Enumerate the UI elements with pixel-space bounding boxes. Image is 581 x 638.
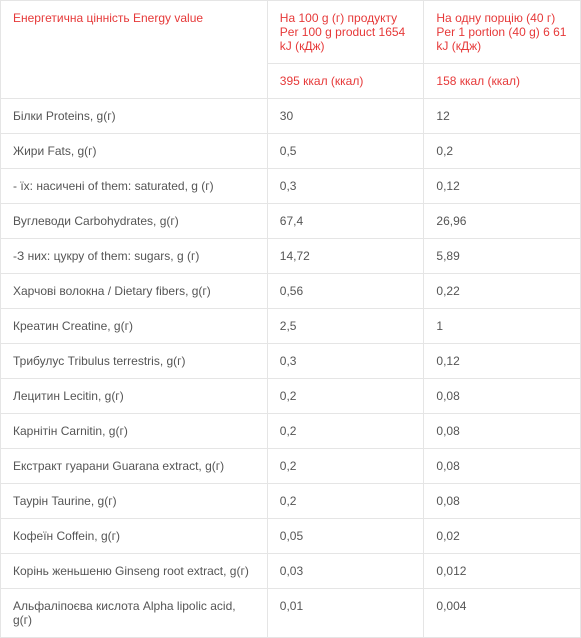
value-per-100g: 0,2 bbox=[267, 484, 424, 519]
nutrient-label: - їх: насичені of them: saturated, g (г) bbox=[1, 169, 268, 204]
value-per-portion: 12 bbox=[424, 99, 581, 134]
nutrient-label: Трибулус Tribulus terrestris, g(г) bbox=[1, 344, 268, 379]
nutrient-label: Альфаліпоєва кислота Alpha lipolic acid,… bbox=[1, 589, 268, 638]
table-row: Карнітін Carnitin, g(г)0,20,08 bbox=[1, 414, 581, 449]
table-row: Харчові волокна / Dietary fibers, g(г)0,… bbox=[1, 274, 581, 309]
value-per-100g: 0,03 bbox=[267, 554, 424, 589]
table-row: Жири Fats, g(г)0,50,2 bbox=[1, 134, 581, 169]
value-per-portion: 1 bbox=[424, 309, 581, 344]
value-per-100g: 0,2 bbox=[267, 379, 424, 414]
value-per-100g: 0,3 bbox=[267, 169, 424, 204]
table-row: Таурін Taurine, g(г)0,20,08 bbox=[1, 484, 581, 519]
value-per-portion: 0,12 bbox=[424, 344, 581, 379]
table-row: Альфаліпоєва кислота Alpha lipolic acid,… bbox=[1, 589, 581, 638]
value-per-100g: 0,3 bbox=[267, 344, 424, 379]
table-row: Білки Proteins, g(г)3012 bbox=[1, 99, 581, 134]
nutrient-label: Кофеїн Coffein, g(г) bbox=[1, 519, 268, 554]
nutrient-label: Карнітін Carnitin, g(г) bbox=[1, 414, 268, 449]
table-row: - їх: насичені of them: saturated, g (г)… bbox=[1, 169, 581, 204]
table-row: Кофеїн Coffein, g(г)0,050,02 bbox=[1, 519, 581, 554]
nutrient-label: Харчові волокна / Dietary fibers, g(г) bbox=[1, 274, 268, 309]
header-energy-value: Енергетична цінність Energy value bbox=[1, 1, 268, 99]
value-per-portion: 0,012 bbox=[424, 554, 581, 589]
nutrition-table: Енергетична цінність Energy value На 100… bbox=[0, 0, 581, 638]
table-row: Креатин Creatine, g(г)2,51 bbox=[1, 309, 581, 344]
value-per-portion: 0,08 bbox=[424, 484, 581, 519]
value-per-portion: 0,08 bbox=[424, 379, 581, 414]
header-row-1: Енергетична цінність Energy value На 100… bbox=[1, 1, 581, 64]
value-per-100g: 0,05 bbox=[267, 519, 424, 554]
value-per-portion: 0,004 bbox=[424, 589, 581, 638]
value-per-100g: 30 bbox=[267, 99, 424, 134]
value-per-portion: 0,02 bbox=[424, 519, 581, 554]
value-per-portion: 0,22 bbox=[424, 274, 581, 309]
table-row: Екстракт гуарани Guarana extract, g(г)0,… bbox=[1, 449, 581, 484]
table-row: Корінь женьшеню Ginseng root extract, g(… bbox=[1, 554, 581, 589]
nutrient-label: Лецитин Lecitin, g(г) bbox=[1, 379, 268, 414]
header-per-100g: На 100 g (г) продукту Per 100 g product … bbox=[267, 1, 424, 64]
nutrient-label: Жири Fats, g(г) bbox=[1, 134, 268, 169]
nutrient-label: Вуглеводи Carbohydrates, g(г) bbox=[1, 204, 268, 239]
value-per-portion: 0,08 bbox=[424, 449, 581, 484]
value-per-portion: 0,08 bbox=[424, 414, 581, 449]
nutrient-label: Екстракт гуарани Guarana extract, g(г) bbox=[1, 449, 268, 484]
nutrient-label: Корінь женьшеню Ginseng root extract, g(… bbox=[1, 554, 268, 589]
value-per-100g: 0,01 bbox=[267, 589, 424, 638]
value-per-100g: 14,72 bbox=[267, 239, 424, 274]
value-per-100g: 0,2 bbox=[267, 414, 424, 449]
table-row: -З них: цукру of them: sugars, g (г)14,7… bbox=[1, 239, 581, 274]
value-per-portion: 26,96 bbox=[424, 204, 581, 239]
value-per-100g: 0,5 bbox=[267, 134, 424, 169]
table-row: Трибулус Tribulus terrestris, g(г)0,30,1… bbox=[1, 344, 581, 379]
table-row: Лецитин Lecitin, g(г)0,20,08 bbox=[1, 379, 581, 414]
table-row: Вуглеводи Carbohydrates, g(г)67,426,96 bbox=[1, 204, 581, 239]
value-per-portion: 0,12 bbox=[424, 169, 581, 204]
value-per-100g: 0,56 bbox=[267, 274, 424, 309]
value-per-100g: 0,2 bbox=[267, 449, 424, 484]
value-per-100g: 67,4 bbox=[267, 204, 424, 239]
header-kcal-portion: 158 ккал (ккал) bbox=[424, 64, 581, 99]
header-per-portion: На одну порцію (40 г) Per 1 portion (40 … bbox=[424, 1, 581, 64]
nutrient-label: -З них: цукру of them: sugars, g (г) bbox=[1, 239, 268, 274]
value-per-100g: 2,5 bbox=[267, 309, 424, 344]
value-per-portion: 5,89 bbox=[424, 239, 581, 274]
nutrient-label: Білки Proteins, g(г) bbox=[1, 99, 268, 134]
header-kcal-100g: 395 ккал (ккал) bbox=[267, 64, 424, 99]
table-header: Енергетична цінність Energy value На 100… bbox=[1, 1, 581, 99]
table-body: Білки Proteins, g(г)3012Жири Fats, g(г)0… bbox=[1, 99, 581, 638]
nutrient-label: Таурін Taurine, g(г) bbox=[1, 484, 268, 519]
value-per-portion: 0,2 bbox=[424, 134, 581, 169]
nutrient-label: Креатин Creatine, g(г) bbox=[1, 309, 268, 344]
